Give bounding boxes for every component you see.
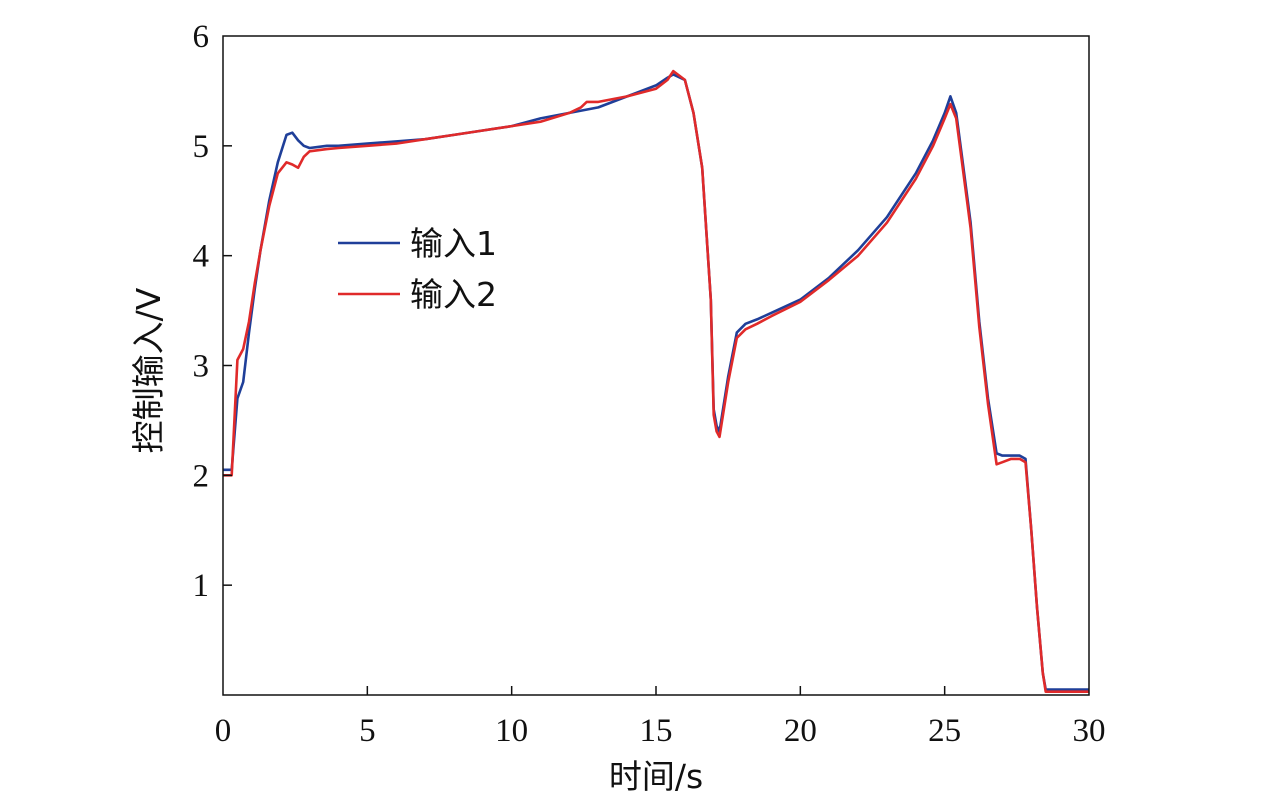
y-tick-label: 4	[193, 239, 210, 275]
series-lines	[223, 69, 1089, 694]
x-tick-label: 20	[784, 713, 817, 749]
x-tick-label: 25	[928, 713, 961, 749]
x-axis-title: 时间/s	[609, 757, 703, 796]
y-tick-label: 5	[193, 129, 210, 165]
x-tick-label: 0	[215, 713, 232, 749]
x-axis-ticks: 0 5 10 15 20 25 30	[215, 686, 1106, 749]
y-axis-ticks: 1 2 3 4 5 6	[193, 19, 232, 604]
legend-label-2: 输入2	[410, 275, 497, 314]
y-tick-label: 1	[193, 568, 210, 604]
y-tick-label: 2	[193, 458, 210, 494]
x-tick-label: 5	[359, 713, 376, 749]
y-axis-title: 控制输入/V	[129, 287, 168, 453]
x-tick-label: 15	[640, 713, 673, 749]
series-line-1	[223, 73, 1089, 691]
legend-label-1: 输入1	[410, 224, 497, 263]
series-line-2	[223, 69, 1089, 694]
x-tick-label: 10	[495, 713, 528, 749]
y-tick-label: 3	[193, 349, 210, 385]
y-tick-label: 6	[193, 19, 210, 55]
x-tick-label: 30	[1073, 713, 1106, 749]
